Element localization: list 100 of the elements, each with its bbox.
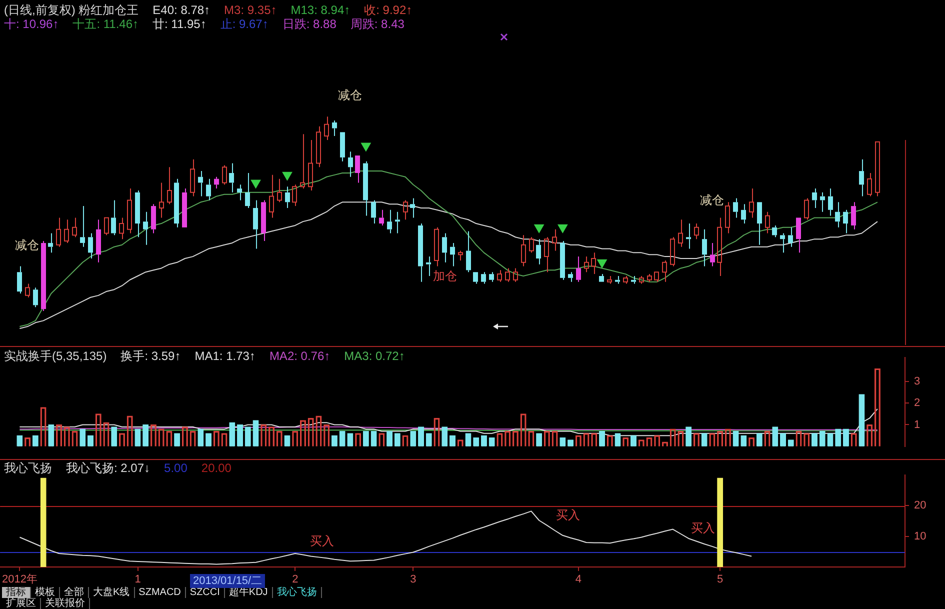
candlestick — [458, 250, 463, 261]
candlestick — [135, 190, 140, 238]
candlestick — [277, 178, 282, 203]
bar — [418, 426, 424, 446]
candlestick — [521, 234, 526, 267]
bar — [686, 426, 692, 446]
text: M3: 9.35↑ — [224, 3, 277, 17]
bar — [819, 430, 826, 446]
bar — [80, 428, 86, 446]
bar — [780, 433, 786, 446]
candlestick — [285, 186, 290, 208]
candlestick — [214, 176, 219, 190]
text: 扩展区 — [2, 598, 41, 609]
text: 周跌: 8.43 — [350, 17, 404, 31]
candlestick — [780, 232, 785, 254]
candlestick — [332, 120, 337, 137]
candlestick — [867, 172, 872, 197]
candlestick — [96, 219, 101, 263]
candlestick — [111, 200, 116, 236]
candlestick — [245, 172, 250, 208]
candlestick — [190, 158, 195, 197]
point — [361, 142, 371, 152]
candlestick — [72, 217, 77, 238]
candlestick — [757, 202, 762, 246]
candlestick — [17, 266, 22, 294]
bar — [772, 426, 778, 446]
candlestick — [552, 228, 557, 252]
candlestick — [48, 232, 53, 254]
candlestick — [835, 202, 840, 228]
candlestick — [143, 211, 148, 246]
annotation: MA1: 1.73↑ — [194, 349, 256, 363]
candlestick — [403, 200, 408, 220]
annotation: 减仓 — [15, 238, 39, 252]
text: 指标 — [2, 587, 31, 598]
bar — [740, 435, 747, 446]
candlestick — [686, 223, 691, 250]
candlestick — [379, 209, 384, 226]
bar — [244, 426, 251, 446]
candlestick — [88, 232, 93, 260]
candlestick — [489, 272, 494, 282]
annotation: 减仓 — [700, 193, 724, 207]
bar — [732, 430, 739, 446]
candlestick — [851, 202, 856, 230]
category-label: 3 — [410, 574, 416, 586]
bar — [449, 435, 456, 446]
candlestick — [812, 188, 817, 208]
bar — [410, 430, 416, 446]
candlestick — [662, 260, 667, 282]
annotation: MA2: 0.76↑ — [269, 349, 330, 363]
candlestick — [198, 170, 203, 197]
bar — [536, 433, 542, 446]
candlestick — [599, 274, 604, 282]
candlestick — [269, 174, 274, 218]
candlestick — [300, 134, 305, 190]
bar — [858, 394, 865, 446]
candlestick — [796, 218, 801, 254]
candlestick — [450, 242, 455, 267]
point — [534, 224, 544, 233]
y-tick-label: 10 — [914, 530, 926, 542]
annotation: 加仓 — [433, 269, 457, 283]
bar — [229, 422, 236, 446]
candlestick — [702, 228, 707, 267]
candlestick — [765, 211, 770, 234]
candlestick — [536, 238, 541, 265]
y-tick-label: 2 — [914, 397, 920, 410]
bar — [370, 430, 377, 446]
y-tick-label: 20 — [914, 500, 926, 512]
candlestick — [426, 256, 431, 276]
text: 十: 10.96↑ — [4, 17, 59, 31]
text: SZMACD — [134, 587, 186, 598]
y-tick-label: 1 — [914, 418, 920, 431]
category-label: 2012年 — [2, 574, 38, 586]
point — [558, 224, 568, 233]
text: E40: 8.78↑ — [152, 3, 210, 17]
bar — [198, 428, 204, 446]
text: 减仓 — [338, 88, 362, 102]
candlestick — [568, 272, 573, 282]
ref-line-label: 5.00 — [164, 461, 188, 475]
candlestick — [206, 178, 211, 201]
text: 2013/01/15/二 — [190, 574, 266, 588]
candlestick — [733, 198, 738, 218]
bar — [827, 433, 834, 446]
candlestick — [481, 272, 486, 284]
text: 廿: 11.95↑ — [152, 17, 206, 31]
candlestick — [229, 162, 234, 193]
bar — [174, 433, 180, 446]
candlestick — [544, 236, 549, 273]
chart-title: (日线,前复权) 粉红加仓王 — [4, 3, 139, 17]
text: 日跌: 8.88 — [282, 17, 336, 31]
point — [282, 172, 292, 180]
text: 关联报价 — [41, 598, 90, 609]
candlestick — [584, 256, 589, 273]
candlestick — [167, 166, 172, 205]
bar — [394, 433, 400, 446]
candlestick — [253, 200, 258, 250]
category-label: 4 — [575, 574, 582, 586]
ref-line-label: 20.00 — [201, 461, 232, 475]
text: 模板 — [31, 587, 60, 598]
candlestick — [348, 151, 353, 178]
bar — [134, 428, 141, 446]
